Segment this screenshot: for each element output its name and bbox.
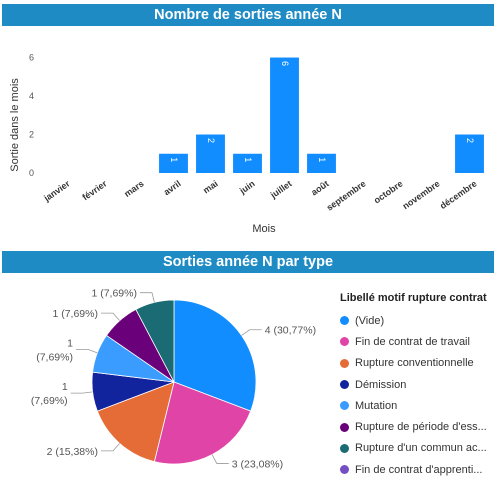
legend-label: Fin de contrat de travail	[355, 335, 470, 348]
pie-leader-line	[241, 329, 262, 336]
bar-data-label: 2	[465, 138, 475, 143]
y-tick-label: 4	[29, 91, 34, 101]
pie-leader-line	[139, 292, 155, 303]
bar-chart-y-axis-label: Sortie dans le mois	[9, 78, 21, 172]
legend-marker	[340, 358, 349, 368]
legend-marker	[340, 316, 349, 326]
pie-leader-line	[75, 348, 98, 354]
legend-item[interactable]: Rupture d'un commun ac...	[340, 438, 496, 459]
x-tick-label: septembre	[325, 178, 368, 212]
pie-slice[interactable]	[96, 381, 175, 463]
legend-label: Mutation	[355, 399, 398, 412]
pie-data-label: 3 (23,08%)	[232, 458, 283, 470]
pie-legend-title: Libellé motif rupture contrat	[340, 292, 487, 304]
legend-label: (Vide)	[355, 314, 385, 327]
bar-data-label: 1	[317, 157, 327, 162]
x-tick-label: juin	[237, 178, 257, 196]
legend-label: Rupture d'un commun ac...	[355, 442, 487, 455]
legend-item[interactable]: Démission	[340, 374, 496, 395]
legend-marker	[340, 380, 349, 390]
pie-data-label: 1	[62, 381, 68, 393]
pie-leader-line	[70, 391, 93, 394]
bar[interactable]	[196, 134, 225, 173]
x-tick-label: octobre	[372, 178, 405, 205]
pie-slice[interactable]	[173, 299, 257, 412]
y-tick-label: 6	[29, 53, 34, 63]
bar-chart: 0 2 4 6 janvier février mars avril mai juin juille…	[9, 53, 484, 235]
bar-chart-x-axis-label: Mois	[252, 223, 276, 235]
pie-data-label: (7,69%)	[36, 351, 73, 363]
pie-chart-title: Sorties année N par type	[2, 251, 494, 273]
bar[interactable]	[270, 57, 299, 173]
x-tick-label: décembre	[438, 178, 479, 211]
bar[interactable]	[159, 153, 188, 173]
bar[interactable]	[233, 153, 262, 173]
x-tick-label: mai	[201, 178, 219, 195]
bar-data-label: 6	[280, 61, 290, 66]
bar-data-label: 2	[206, 138, 216, 143]
bar[interactable]	[455, 134, 484, 173]
legend-item[interactable]: Rupture conventionnelle	[340, 353, 496, 374]
x-tick-label: février	[80, 178, 109, 202]
x-tick-label: août	[309, 178, 330, 197]
x-tick-label: mars	[122, 178, 145, 199]
pie-data-label: 2 (15,38%)	[47, 446, 98, 458]
legend-marker	[340, 443, 349, 453]
pie-slice[interactable]	[135, 299, 175, 383]
x-tick-label: janvier	[41, 178, 72, 204]
pie-leader-line	[100, 312, 120, 321]
legend-label: Fin de contrat d'apprenti...	[355, 463, 483, 476]
x-tick-label: avril	[162, 178, 183, 197]
legend-label: Rupture de période d'ess...	[355, 421, 487, 434]
x-tick-label: novembre	[401, 178, 442, 211]
legend-marker	[340, 422, 349, 432]
legend-item[interactable]: Mutation	[340, 395, 496, 416]
pie-leader-line	[211, 454, 229, 464]
x-tick-label: juillet	[268, 178, 294, 200]
legend-marker	[340, 465, 349, 475]
legend-item[interactable]: Fin de contrat d'apprenti...	[340, 459, 496, 480]
bar-chart-title: Nombre de sorties année N	[2, 4, 494, 26]
legend-item[interactable]: (Vide)	[340, 310, 496, 331]
bar-data-label: 1	[169, 157, 179, 162]
legend-marker	[340, 401, 349, 411]
pie-chart: 4 (30,77%) 3 (23,08%) 2 (15,38%) 1 (7,69%) 1 (…	[31, 288, 316, 471]
pie-data-label: 1 (7,69%)	[91, 288, 137, 300]
legend-item[interactable]: Rupture de période d'ess...	[340, 416, 496, 437]
y-tick-label: 0	[29, 168, 34, 178]
bar-data-label: 1	[243, 157, 253, 162]
bar[interactable]	[307, 153, 336, 173]
pie-data-label: 1 (7,69%)	[52, 308, 98, 320]
legend-item[interactable]: Fin de contrat de travail	[340, 331, 496, 352]
pie-data-label: (7,69%)	[31, 395, 68, 407]
legend-marker	[340, 337, 349, 347]
pie-data-label: 1	[67, 337, 73, 349]
pie-legend: Libellé motif rupture contrat (Vide) Fin …	[340, 292, 496, 480]
y-tick-label: 2	[29, 130, 34, 140]
pie-slice[interactable]	[153, 381, 252, 465]
legend-label: Rupture conventionnelle	[355, 357, 474, 370]
pie-data-label: 4 (30,77%)	[265, 325, 316, 337]
pie-leader-line	[100, 443, 120, 452]
legend-label: Démission	[355, 378, 407, 391]
